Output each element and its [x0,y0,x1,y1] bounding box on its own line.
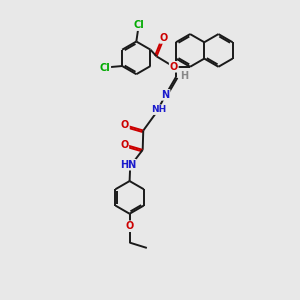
Text: O: O [160,33,168,43]
Text: Cl: Cl [133,20,144,30]
Text: O: O [120,140,128,149]
Text: N: N [161,90,169,100]
Text: O: O [125,221,134,231]
Text: Cl: Cl [100,62,110,73]
Text: O: O [121,120,129,130]
Text: H: H [180,70,188,80]
Text: HN: HN [120,160,136,170]
Text: O: O [170,62,178,72]
Text: NH: NH [152,105,167,114]
